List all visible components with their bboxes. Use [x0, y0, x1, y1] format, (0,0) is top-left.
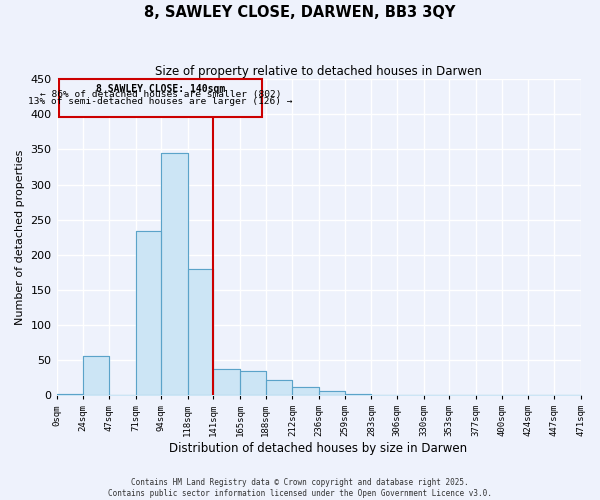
- Text: Contains HM Land Registry data © Crown copyright and database right 2025.
Contai: Contains HM Land Registry data © Crown c…: [108, 478, 492, 498]
- Y-axis label: Number of detached properties: Number of detached properties: [15, 150, 25, 325]
- Title: Size of property relative to detached houses in Darwen: Size of property relative to detached ho…: [155, 65, 482, 78]
- Text: 13% of semi-detached houses are larger (126) →: 13% of semi-detached houses are larger (…: [28, 96, 293, 106]
- Text: ← 86% of detached houses are smaller (802): ← 86% of detached houses are smaller (80…: [40, 90, 281, 100]
- Text: 8 SAWLEY CLOSE: 140sqm: 8 SAWLEY CLOSE: 140sqm: [96, 84, 225, 94]
- FancyBboxPatch shape: [59, 79, 262, 117]
- X-axis label: Distribution of detached houses by size in Darwen: Distribution of detached houses by size …: [169, 442, 467, 455]
- Text: 8, SAWLEY CLOSE, DARWEN, BB3 3QY: 8, SAWLEY CLOSE, DARWEN, BB3 3QY: [145, 5, 455, 20]
